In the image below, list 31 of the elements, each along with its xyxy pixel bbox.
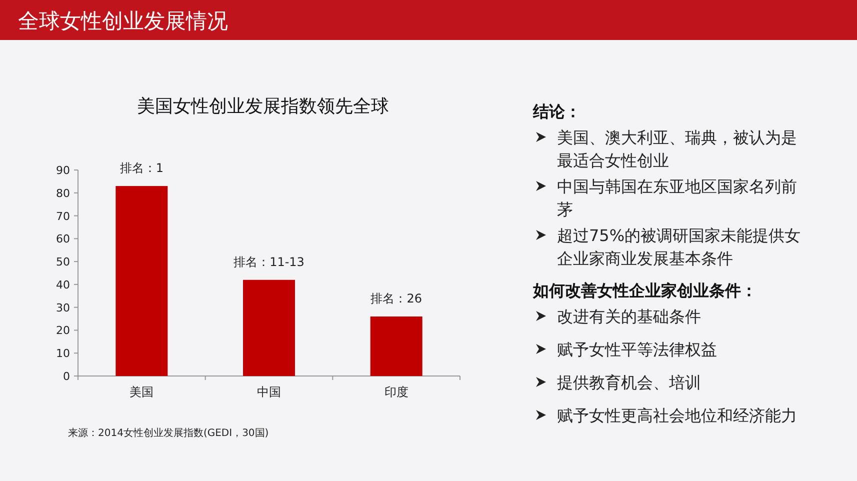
text: 赋予女性更高社会地位和经济能力 <box>557 406 797 425</box>
text: 中国与韩国在东亚地区国家名列前茅 <box>557 177 797 219</box>
annotation: 排名：11-13 <box>234 254 304 269</box>
text: 赋予女性平等法律权益 <box>557 340 717 359</box>
annotation: 排名：1 <box>120 161 164 176</box>
y-tick-label: 50 <box>56 256 70 269</box>
text: 超过75%的被调研国家未能提供女企业家商业发展基本条件 <box>557 226 801 268</box>
y-tick-label: 30 <box>56 301 70 314</box>
bar <box>243 280 295 376</box>
y-tick-label: 60 <box>56 232 70 246</box>
y-tick-label: 90 <box>56 164 70 177</box>
chart-title: 全球女性创业发展情况 <box>18 9 228 33</box>
bar <box>116 186 168 376</box>
x-tick-label: 中国 <box>257 385 281 399</box>
y-tick-label: 10 <box>56 347 70 360</box>
source-note: 来源：2014女性创业发展指数(GEDI，30国) <box>68 427 269 439</box>
x-tick-label: 印度 <box>384 385 408 399</box>
chart-subtitle: 美国女性创业发展指数领先全球 <box>137 96 389 117</box>
text: 改进有关的基础条件 <box>557 307 701 326</box>
y-tick-label: 0 <box>63 370 70 383</box>
y-tick-label: 20 <box>56 324 70 338</box>
text: 如何改善女性企业家创业条件： <box>532 281 757 300</box>
text: 提供教育机会、培训 <box>557 373 701 392</box>
x-tick-label: 美国 <box>130 385 154 399</box>
y-tick-label: 40 <box>56 278 70 292</box>
y-tick-label: 70 <box>56 210 70 223</box>
y-tick-label: 80 <box>56 186 70 200</box>
annotation: 排名：26 <box>370 291 422 306</box>
bar <box>370 316 422 376</box>
text: 美国、澳大利亚、瑞典，被认为是最适合女性创业 <box>557 128 797 170</box>
text: 结论： <box>532 102 581 121</box>
